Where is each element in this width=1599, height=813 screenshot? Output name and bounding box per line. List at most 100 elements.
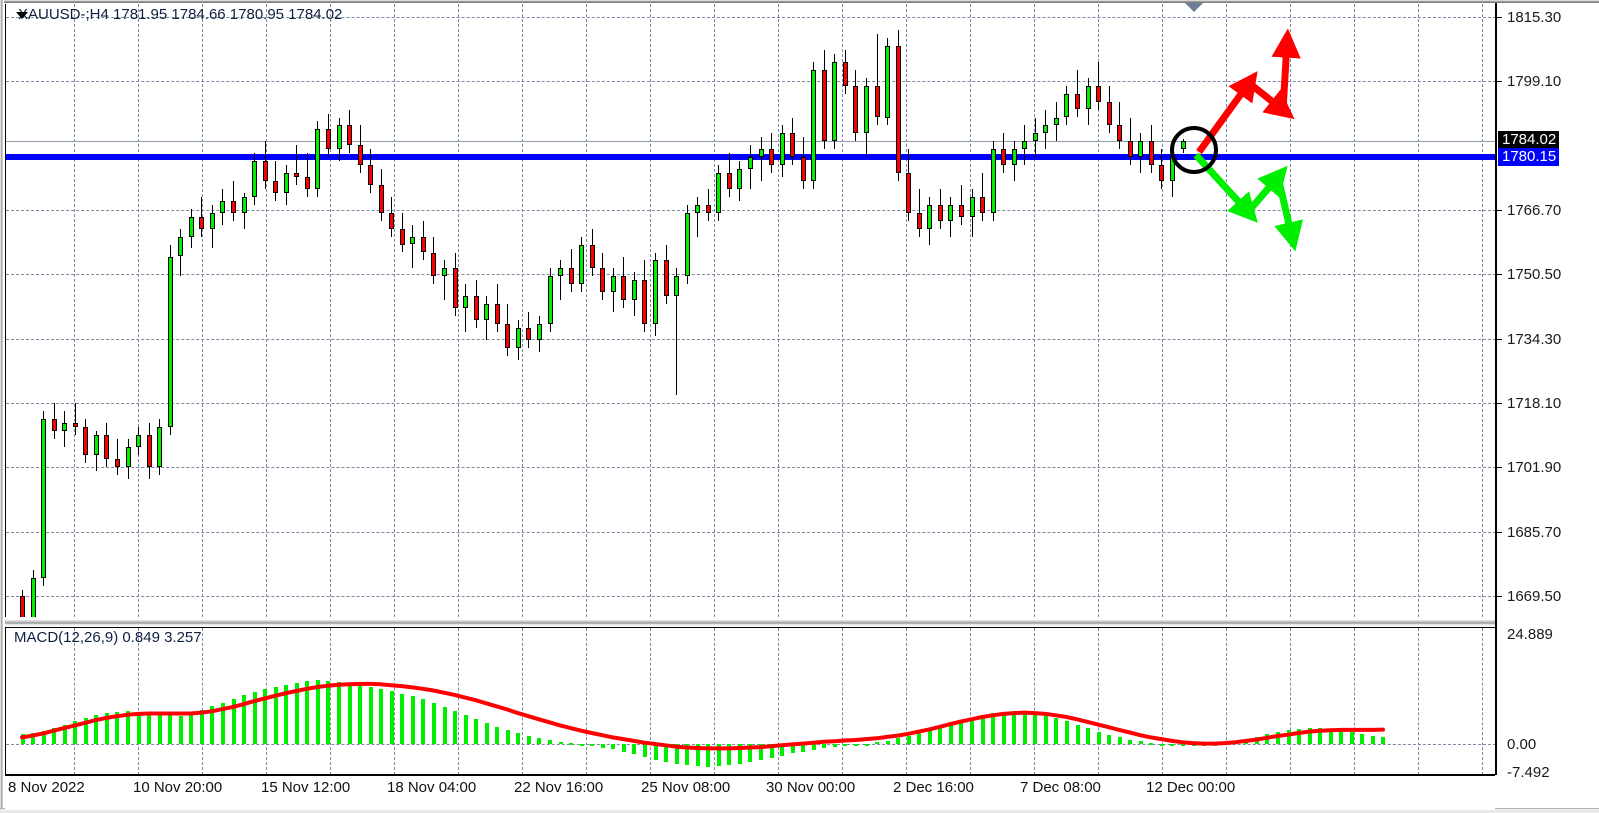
- price-gridline: [6, 403, 1496, 404]
- macd-histogram-bar: [980, 714, 985, 744]
- candle-body: [1001, 149, 1007, 166]
- candle-wick: [201, 196, 203, 237]
- macd-histogram-bar: [801, 744, 806, 752]
- candle-body: [1022, 141, 1028, 150]
- time-gridline: [138, 4, 139, 617]
- macd-histogram-bar: [1212, 744, 1217, 746]
- macd-histogram-bar: [685, 744, 690, 766]
- candle-body: [410, 236, 416, 245]
- candle-body: [927, 204, 933, 229]
- macd-histogram-bar: [73, 721, 78, 744]
- candle-body: [1032, 133, 1038, 142]
- candle-body: [1159, 165, 1165, 181]
- price-scale-axis[interactable]: 1815.30 1799.10 1766.70 1750.50 1734.30 1718.…: [1495, 3, 1599, 780]
- macd-time-gridline: [778, 628, 779, 775]
- macd-histogram-bar: [263, 688, 268, 744]
- macd-histogram-bar: [83, 717, 88, 744]
- macd-histogram-bar: [199, 710, 204, 744]
- macd-histogram-bar: [157, 713, 162, 744]
- macd-time-gridline: [202, 628, 203, 775]
- candle-body: [231, 200, 236, 213]
- macd-histogram-bar: [147, 712, 152, 744]
- macd-histogram-bar: [1149, 742, 1154, 745]
- time-gridline: [458, 4, 459, 617]
- candle-body: [220, 200, 226, 213]
- candle-body: [579, 244, 585, 285]
- last-price-line[interactable]: [6, 141, 1496, 143]
- macd-time-gridline: [138, 628, 139, 775]
- macd-histogram-bar: [315, 680, 320, 744]
- price-axis-tick-label: 1799.10: [1507, 73, 1562, 91]
- macd-histogram-bar: [389, 691, 394, 744]
- chart-symbol-ohlc-label: XAUUSD-;H4 1781.95 1784.66 1780.95 1784.…: [18, 6, 343, 23]
- candle-body: [252, 161, 258, 197]
- candle-wick: [465, 284, 467, 332]
- chart-collapse-triangle-icon[interactable]: [16, 12, 28, 19]
- candle-body: [948, 204, 954, 221]
- time-gridline: [906, 4, 907, 617]
- candle-body: [463, 296, 469, 309]
- time-axis-tick-label: 2 Dec 16:00: [893, 779, 974, 796]
- macd-histogram-bar: [1360, 733, 1365, 744]
- pane-splitter[interactable]: [5, 620, 1599, 626]
- time-scale-axis[interactable]: 8 Nov 2022 10 Nov 20:00 15 Nov 12:00 18 Nov…: [5, 776, 1495, 810]
- current-bar-marker-icon: [1185, 3, 1203, 12]
- candle-wick: [444, 260, 445, 301]
- axis-tick-mark: [1497, 274, 1502, 276]
- macd-histogram-bar: [1233, 740, 1238, 744]
- macd-histogram-bar: [421, 699, 426, 744]
- candle-body: [705, 204, 711, 213]
- candle-body: [1064, 93, 1070, 118]
- macd-histogram-bar: [1223, 742, 1228, 745]
- candle-body: [558, 268, 564, 277]
- candle-body: [568, 268, 574, 285]
- candle-body: [420, 236, 426, 253]
- price-gridline: [6, 17, 1496, 18]
- time-gridline: [1482, 4, 1483, 617]
- macd-histogram-bar: [337, 681, 341, 744]
- macd-histogram-bar: [210, 706, 215, 744]
- candle-wick: [697, 196, 699, 237]
- time-gridline: [1098, 4, 1099, 617]
- macd-histogram-bar: [1128, 739, 1133, 744]
- time-axis-tick-label: 18 Nov 04:00: [387, 779, 477, 796]
- candle-body: [874, 85, 880, 118]
- macd-histogram-bar: [1297, 729, 1302, 744]
- candle-body: [104, 435, 110, 459]
- support-level-badge[interactable]: 1780.15: [1498, 147, 1560, 166]
- candle-body: [790, 133, 796, 158]
- candle-wick: [296, 145, 298, 185]
- macd-histogram-bar: [1286, 730, 1291, 744]
- macd-histogram-bar: [832, 744, 837, 748]
- macd-histogram-bar: [917, 732, 922, 744]
- macd-histogram-bar: [326, 680, 331, 744]
- candle-body: [93, 435, 99, 456]
- price-chart-pane[interactable]: XAUUSD-;H4 1781.95 1784.66 1780.95 1784.…: [5, 4, 1496, 617]
- macd-histogram-bar: [484, 722, 489, 744]
- candle-wick: [233, 181, 234, 221]
- macd-histogram-bar: [1307, 728, 1312, 744]
- candle-body: [779, 133, 785, 166]
- candle-wick: [412, 224, 414, 269]
- macd-histogram-bar: [505, 730, 510, 744]
- macd-histogram-bar: [1001, 711, 1006, 744]
- candle-body: [146, 435, 152, 467]
- macd-histogram-bar: [136, 711, 141, 744]
- macd-histogram-bar: [780, 744, 785, 756]
- candle-body: [294, 173, 300, 178]
- macd-histogram-bar: [569, 743, 574, 746]
- macd-indicator-pane[interactable]: MACD(12,26,9) 0.849 3.257: [5, 628, 1496, 775]
- macd-histogram-bar: [864, 743, 869, 746]
- price-axis-tick-label: 1669.50: [1507, 588, 1562, 605]
- time-gridline: [74, 4, 75, 617]
- candle-body: [357, 145, 363, 166]
- macd-histogram-bar: [664, 744, 669, 762]
- candle-body: [610, 276, 616, 293]
- candle-body: [1096, 85, 1102, 102]
- macd-time-gridline: [970, 628, 971, 775]
- last-price-badge: 1784.02: [1498, 131, 1560, 150]
- macd-histogram-bar: [1170, 744, 1175, 746]
- macd-histogram-bar: [1117, 737, 1122, 744]
- macd-histogram-bar: [379, 688, 384, 744]
- support-level-line[interactable]: [6, 153, 1496, 160]
